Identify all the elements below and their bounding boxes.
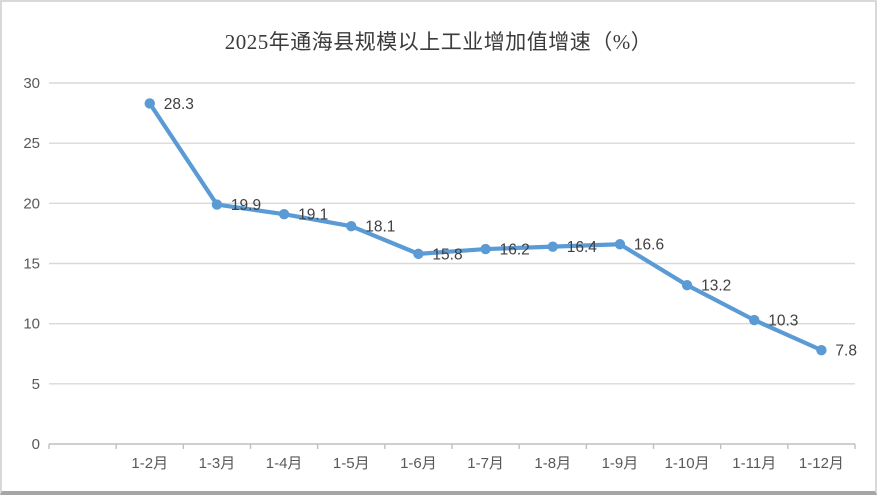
chart-title: 2025年通海县规模以上工业增加值增速（%）: [224, 30, 653, 54]
y-axis-tick-label: 15: [23, 256, 40, 273]
data-label: 10.3: [768, 313, 798, 330]
data-label: 28.3: [164, 96, 194, 113]
x-axis-tick-label: 1-6月: [400, 455, 437, 472]
data-label: 13.2: [701, 278, 731, 295]
data-point-marker: [144, 98, 155, 109]
data-point-marker: [614, 239, 626, 250]
x-axis-tick-label: 1-9月: [602, 455, 639, 472]
data-label: 16.2: [500, 242, 530, 259]
x-axis-tick-label: 1-10月: [665, 455, 710, 472]
y-axis-tick-label: 25: [23, 135, 40, 152]
data-point-marker: [547, 241, 558, 252]
data-point-marker: [816, 344, 827, 356]
x-axis-tick-label: 1-3月: [199, 455, 236, 472]
y-axis-tick-label: 10: [23, 316, 40, 333]
x-axis-tick-label: 1-11月: [732, 455, 776, 472]
data-point-marker: [480, 243, 491, 255]
data-label: 15.8: [432, 246, 462, 263]
data-label: 16.4: [567, 239, 598, 256]
data-label: 18.1: [365, 219, 395, 236]
data-point-marker: [278, 208, 290, 220]
x-axis-tick-label: 1-4月: [266, 455, 303, 472]
data-label: 16.6: [634, 237, 664, 254]
x-axis-tick-label: 1-5月: [333, 455, 370, 472]
y-axis-tick-label: 0: [32, 436, 40, 453]
data-point-marker: [749, 314, 760, 326]
data-point-marker: [346, 220, 357, 232]
y-axis-tick-label: 20: [23, 195, 40, 212]
data-label: 19.9: [231, 197, 261, 214]
data-line: [147, 101, 824, 353]
data-label: 19.1: [298, 207, 328, 224]
data-point-marker: [413, 248, 424, 260]
y-axis-tick-label: 30: [23, 75, 40, 92]
x-axis-tick-label: 1-8月: [534, 455, 571, 472]
data-point-marker: [211, 199, 223, 210]
x-axis-tick-label: 1-7月: [467, 455, 504, 472]
x-axis-tick-label: 1-12月: [799, 455, 844, 472]
data-label: 7.8: [835, 343, 857, 360]
y-axis-tick-label: 5: [32, 376, 40, 393]
data-point-marker: [681, 279, 693, 291]
x-axis-tick-label: 1-2月: [131, 455, 168, 472]
